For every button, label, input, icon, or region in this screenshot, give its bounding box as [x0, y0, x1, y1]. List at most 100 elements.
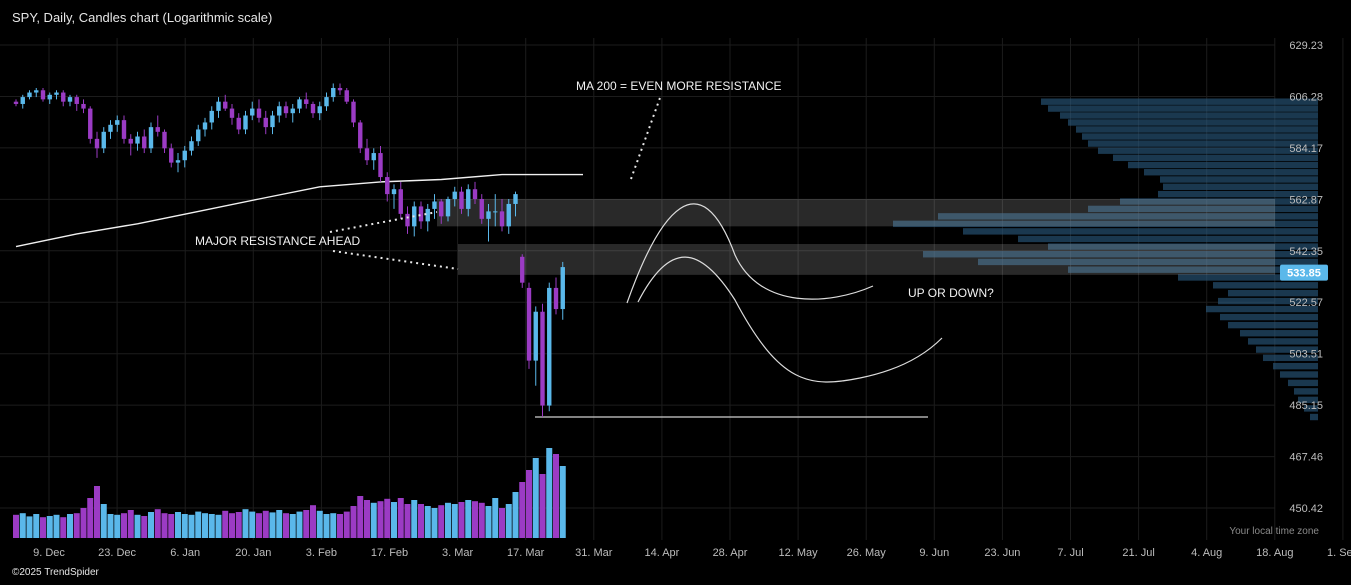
- volume-profile-bar: [978, 258, 1318, 266]
- volume-bar: [546, 448, 553, 538]
- volume-bar: [343, 511, 350, 538]
- x-tick-label: 17. Mar: [507, 547, 545, 559]
- volume-bar: [175, 512, 181, 538]
- volume-bar: [364, 500, 370, 538]
- x-tick-label: 18. Aug: [1256, 547, 1293, 559]
- candle-body: [553, 287, 559, 310]
- candle-body: [439, 201, 444, 217]
- candle-body: [398, 189, 403, 214]
- y-tick-label: 606.28: [1289, 91, 1323, 103]
- x-tick-label: 3. Mar: [442, 547, 474, 559]
- volume-profile-bar: [1228, 289, 1318, 297]
- volume-bar: [323, 514, 330, 538]
- y-tick-label: 629.23: [1289, 40, 1323, 52]
- volume-bar: [485, 506, 492, 538]
- annotation-ma200: MA 200 = EVEN MORE RESISTANCE: [576, 79, 782, 93]
- volume-bar: [188, 514, 195, 538]
- ma200-pointer: [630, 94, 662, 180]
- volume-bar: [492, 498, 499, 538]
- candle-body: [236, 117, 241, 130]
- volume-bar: [411, 500, 418, 538]
- volume-bar: [242, 509, 249, 538]
- x-tick-label: 17. Feb: [371, 547, 408, 559]
- candle-body: [13, 101, 19, 104]
- candle-body: [385, 177, 390, 195]
- candle-body: [391, 189, 397, 195]
- candle-body: [459, 191, 464, 209]
- volume-profile-bar: [938, 213, 1318, 220]
- volume-bar: [26, 516, 33, 538]
- y-tick-label: 562.87: [1289, 194, 1323, 206]
- candle-body: [67, 97, 73, 102]
- volume-bar: [222, 510, 229, 538]
- volume-bar: [526, 470, 532, 538]
- volume-profile-bar: [1128, 161, 1318, 169]
- volume-profile-bar: [1018, 235, 1318, 243]
- x-tick-label: 26. May: [847, 547, 887, 559]
- volume-profile-bar: [1206, 305, 1318, 313]
- candle-body: [533, 311, 538, 361]
- volume-profile-bar: [1304, 405, 1318, 412]
- volume-bar: [46, 516, 53, 538]
- volume-bar: [384, 498, 391, 538]
- volume-profile-bar: [1213, 282, 1318, 289]
- candle-body: [148, 127, 154, 149]
- volume-bar: [438, 505, 445, 538]
- volume-bar: [269, 512, 276, 538]
- candle-body: [47, 94, 52, 100]
- candle-body: [202, 122, 208, 130]
- volume-bar: [559, 466, 566, 538]
- volume-profile-bar: [1068, 266, 1318, 273]
- x-tick-label: 20. Jan: [235, 547, 271, 559]
- volume-profile-bar: [1144, 169, 1318, 176]
- candle-body: [520, 256, 525, 283]
- volume-profile-bar: [1113, 154, 1318, 162]
- volume-bar: [377, 501, 384, 538]
- candle-body: [128, 138, 133, 144]
- volume-profile-bar: [1280, 371, 1318, 378]
- candle-body: [358, 122, 363, 149]
- x-tick-label: 9. Dec: [33, 547, 65, 559]
- candle-body: [337, 87, 343, 91]
- volume-profile-bar: [1220, 313, 1318, 321]
- volume-profile-bar: [1248, 338, 1318, 345]
- volume-bar: [330, 513, 337, 538]
- volume-bar: [418, 504, 424, 538]
- x-tick-label: 7. Jul: [1057, 547, 1083, 559]
- volume-bar: [519, 482, 526, 538]
- volume-bar: [276, 510, 283, 538]
- volume-bar: [161, 513, 168, 538]
- candle-body: [297, 99, 302, 109]
- candle-body: [493, 211, 498, 213]
- candle-body: [169, 148, 174, 163]
- candle-body: [196, 129, 201, 142]
- x-tick-label: 12. May: [779, 547, 819, 559]
- y-tick-label: 467.46: [1289, 452, 1323, 464]
- volume-profile-bar: [1041, 98, 1318, 105]
- candle-body: [310, 103, 316, 114]
- volume-bar: [80, 508, 87, 538]
- volume-bar: [60, 517, 67, 538]
- volume-bar: [465, 500, 472, 538]
- volume-profile-bar: [1263, 354, 1318, 362]
- candle-body: [405, 213, 410, 227]
- candle-body: [304, 99, 309, 104]
- volume-bar: [303, 510, 310, 538]
- x-tick-label: 14. Apr: [644, 547, 679, 559]
- candle-body: [560, 267, 565, 310]
- volume-profile-bar: [1098, 147, 1318, 154]
- volume-bar: [134, 514, 141, 538]
- candle-body: [115, 120, 120, 125]
- x-tick-label: 23. Jun: [984, 547, 1020, 559]
- candle-body: [101, 131, 106, 149]
- volume-bar: [181, 514, 188, 538]
- volume-bar: [168, 514, 175, 538]
- annotation-resistance: MAJOR RESISTANCE AHEAD: [195, 234, 360, 248]
- candle-body: [20, 97, 25, 104]
- candle-body: [351, 101, 356, 123]
- volume-profile-bar: [1120, 198, 1318, 205]
- volume-profile-bar: [1288, 379, 1318, 387]
- candle-body: [27, 92, 32, 98]
- candle-body: [135, 136, 140, 144]
